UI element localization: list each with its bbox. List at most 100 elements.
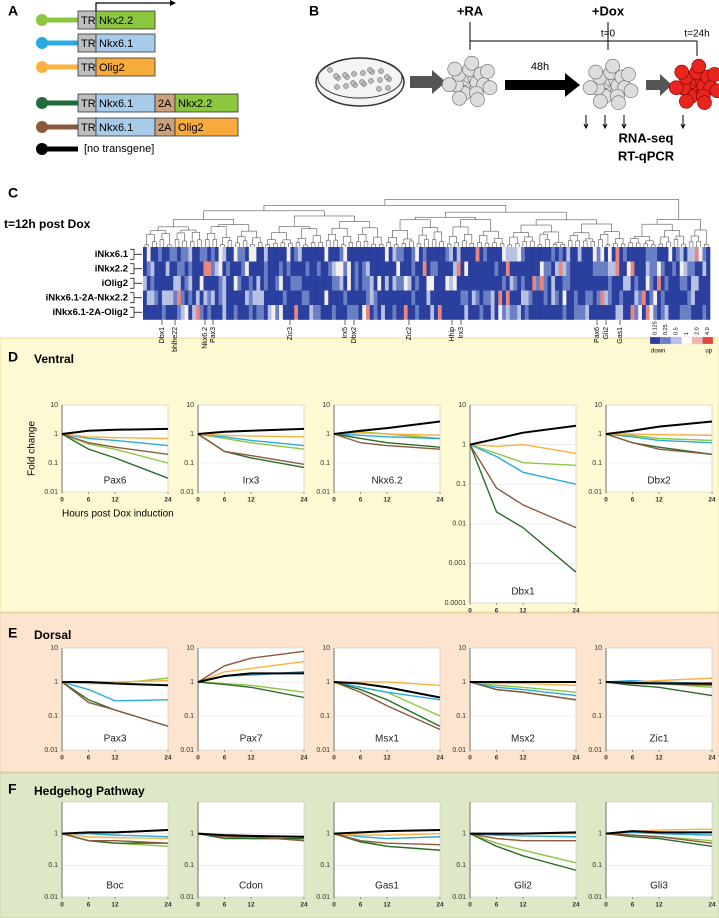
chart-title: Pax6 bbox=[104, 476, 127, 487]
heatmap-cell bbox=[422, 276, 427, 291]
heatmap-cell bbox=[517, 261, 522, 277]
heatmap-cell bbox=[165, 276, 170, 291]
heatmap-cell bbox=[691, 247, 696, 262]
dendrogram-branch bbox=[666, 241, 671, 247]
heatmap-cell bbox=[305, 276, 310, 291]
dendrogram-branch bbox=[681, 243, 686, 247]
series-line bbox=[333, 433, 441, 448]
panel-letter: D bbox=[8, 349, 18, 365]
dendrogram-branch bbox=[152, 241, 157, 247]
heatmap-cell bbox=[517, 276, 522, 291]
heatmap-cell bbox=[418, 290, 424, 306]
heatmap-cell bbox=[698, 276, 703, 291]
heatmap-cell bbox=[245, 261, 250, 277]
heatmap-cell bbox=[592, 305, 597, 320]
heatmap-cell bbox=[441, 305, 446, 320]
heatmap-cell bbox=[664, 261, 669, 277]
heatmap-cell bbox=[241, 247, 246, 262]
heatmap-cell bbox=[203, 261, 208, 277]
heatmap-cell bbox=[384, 276, 389, 291]
heatmap-cell bbox=[547, 261, 552, 277]
x-tick-label: 6 bbox=[223, 755, 227, 762]
dendrogram-branch bbox=[656, 219, 701, 230]
heatmap-cell bbox=[388, 305, 393, 320]
chart-title: Msx2 bbox=[511, 734, 535, 745]
construct-dot bbox=[36, 14, 48, 26]
heatmap-cell bbox=[675, 247, 681, 262]
heatmap-cell bbox=[320, 276, 325, 291]
panel-letter: B bbox=[309, 3, 319, 19]
heatmap-cell bbox=[498, 247, 503, 262]
heatmap-cell bbox=[449, 290, 454, 306]
x-tick-label: 6 bbox=[631, 497, 635, 504]
gene-label: Zic2 bbox=[406, 327, 413, 340]
x-tick-label: 0 bbox=[332, 755, 336, 762]
heatmap-cell bbox=[143, 276, 148, 291]
dendrogram-branch bbox=[280, 242, 285, 247]
heatmap-cell bbox=[600, 276, 605, 291]
heatmap-cell bbox=[271, 276, 276, 291]
heatmap-cell bbox=[573, 276, 578, 291]
dendrogram-branch bbox=[394, 244, 399, 247]
dendrogram-branch bbox=[590, 241, 595, 247]
y-tick-label: 10 bbox=[186, 402, 194, 409]
dendrogram-branch bbox=[273, 242, 278, 247]
series-line bbox=[197, 433, 305, 447]
heatmap-cell bbox=[369, 290, 374, 306]
heatmap-cell bbox=[245, 247, 250, 262]
heatmap-cell bbox=[638, 276, 643, 291]
heatmap-cell bbox=[672, 261, 677, 277]
heatmap-cell bbox=[585, 290, 590, 306]
heatmap-cell bbox=[154, 261, 159, 277]
heatmap-cell bbox=[668, 247, 673, 262]
heatmap-cell bbox=[332, 276, 337, 291]
dendrogram-branch bbox=[250, 244, 255, 247]
heatmap-cell bbox=[267, 276, 272, 291]
heatmap-cell bbox=[694, 276, 699, 291]
x-tick-label: 24 bbox=[300, 902, 308, 909]
heatmap-cell bbox=[218, 247, 223, 262]
heatmap-cell bbox=[396, 290, 401, 306]
heatmap-cell bbox=[422, 261, 427, 277]
x-tick-label: 12 bbox=[655, 497, 663, 504]
heatmap-cell bbox=[521, 290, 526, 306]
dendrogram-branch bbox=[399, 219, 431, 231]
heatmap-cell bbox=[381, 290, 386, 306]
dendrogram-branch bbox=[464, 234, 473, 244]
heatmap-cell bbox=[328, 276, 333, 291]
heatmap-cell bbox=[630, 247, 635, 262]
heatmap-cell bbox=[388, 247, 393, 262]
heatmap-cell bbox=[687, 290, 692, 306]
dendrogram-branch bbox=[263, 205, 507, 213]
heatmap-cell bbox=[570, 247, 575, 262]
series-line bbox=[61, 829, 169, 835]
dendrogram-branch bbox=[477, 242, 482, 247]
heatmap-cell bbox=[456, 305, 461, 320]
heatmap-cell bbox=[604, 247, 609, 262]
heatmap-cell bbox=[313, 290, 318, 306]
heatmap-cell bbox=[532, 276, 537, 291]
heatmap-cell bbox=[407, 247, 412, 262]
y-tick-label: 0.1 bbox=[184, 862, 194, 869]
heatmap-cell bbox=[452, 305, 458, 320]
heatmap-cell bbox=[645, 276, 650, 291]
cell bbox=[668, 80, 684, 95]
heatmap-cell bbox=[657, 290, 662, 306]
x-tick-label: 6 bbox=[87, 497, 91, 504]
heatmap-cell bbox=[532, 290, 537, 306]
dendrogram-branch bbox=[267, 239, 276, 245]
heatmap-row-label: iOlig2 bbox=[102, 278, 128, 289]
heatmap-cell bbox=[539, 276, 544, 291]
gene-label: Dbx2 bbox=[351, 327, 358, 343]
x-tick-label: 0 bbox=[604, 497, 608, 504]
heatmap-cell bbox=[400, 290, 405, 306]
heatmap-cell bbox=[672, 247, 677, 262]
plot-area bbox=[333, 647, 441, 751]
heatmap-cell bbox=[547, 305, 552, 320]
heatmap-cell bbox=[396, 305, 401, 320]
heatmap-cell bbox=[256, 290, 261, 306]
construct-part bbox=[174, 117, 239, 137]
x-tick-label: 24 bbox=[164, 755, 172, 762]
series-line bbox=[469, 681, 577, 701]
heatmap-cell bbox=[237, 247, 242, 262]
